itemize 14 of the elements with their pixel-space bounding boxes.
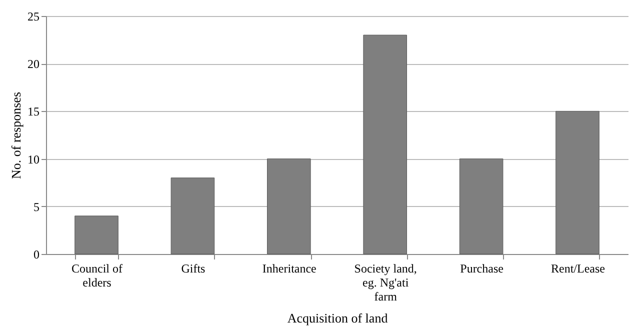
x-tick-label: Purchase xyxy=(460,262,504,276)
x-tick-label: Gifts xyxy=(181,262,206,276)
y-tick-label: 20 xyxy=(28,57,40,72)
y-tick-label: 5 xyxy=(34,200,40,214)
x-tick-label: Society land, eg. Ng'ati farm xyxy=(354,262,417,304)
x-tick-label: Rent/Lease xyxy=(551,262,605,276)
y-tick-label: 15 xyxy=(28,104,40,119)
y-tick-label: 10 xyxy=(28,152,40,166)
y-tick-label: 25 xyxy=(28,10,40,24)
x-tick-label: Inheritance xyxy=(262,262,316,276)
x-axis-title: Acquisition of land xyxy=(287,310,388,326)
y-axis-title: No. of responses xyxy=(8,92,24,180)
x-tick-label: Council of elders xyxy=(72,262,123,290)
y-tick-label: 0 xyxy=(34,248,40,262)
